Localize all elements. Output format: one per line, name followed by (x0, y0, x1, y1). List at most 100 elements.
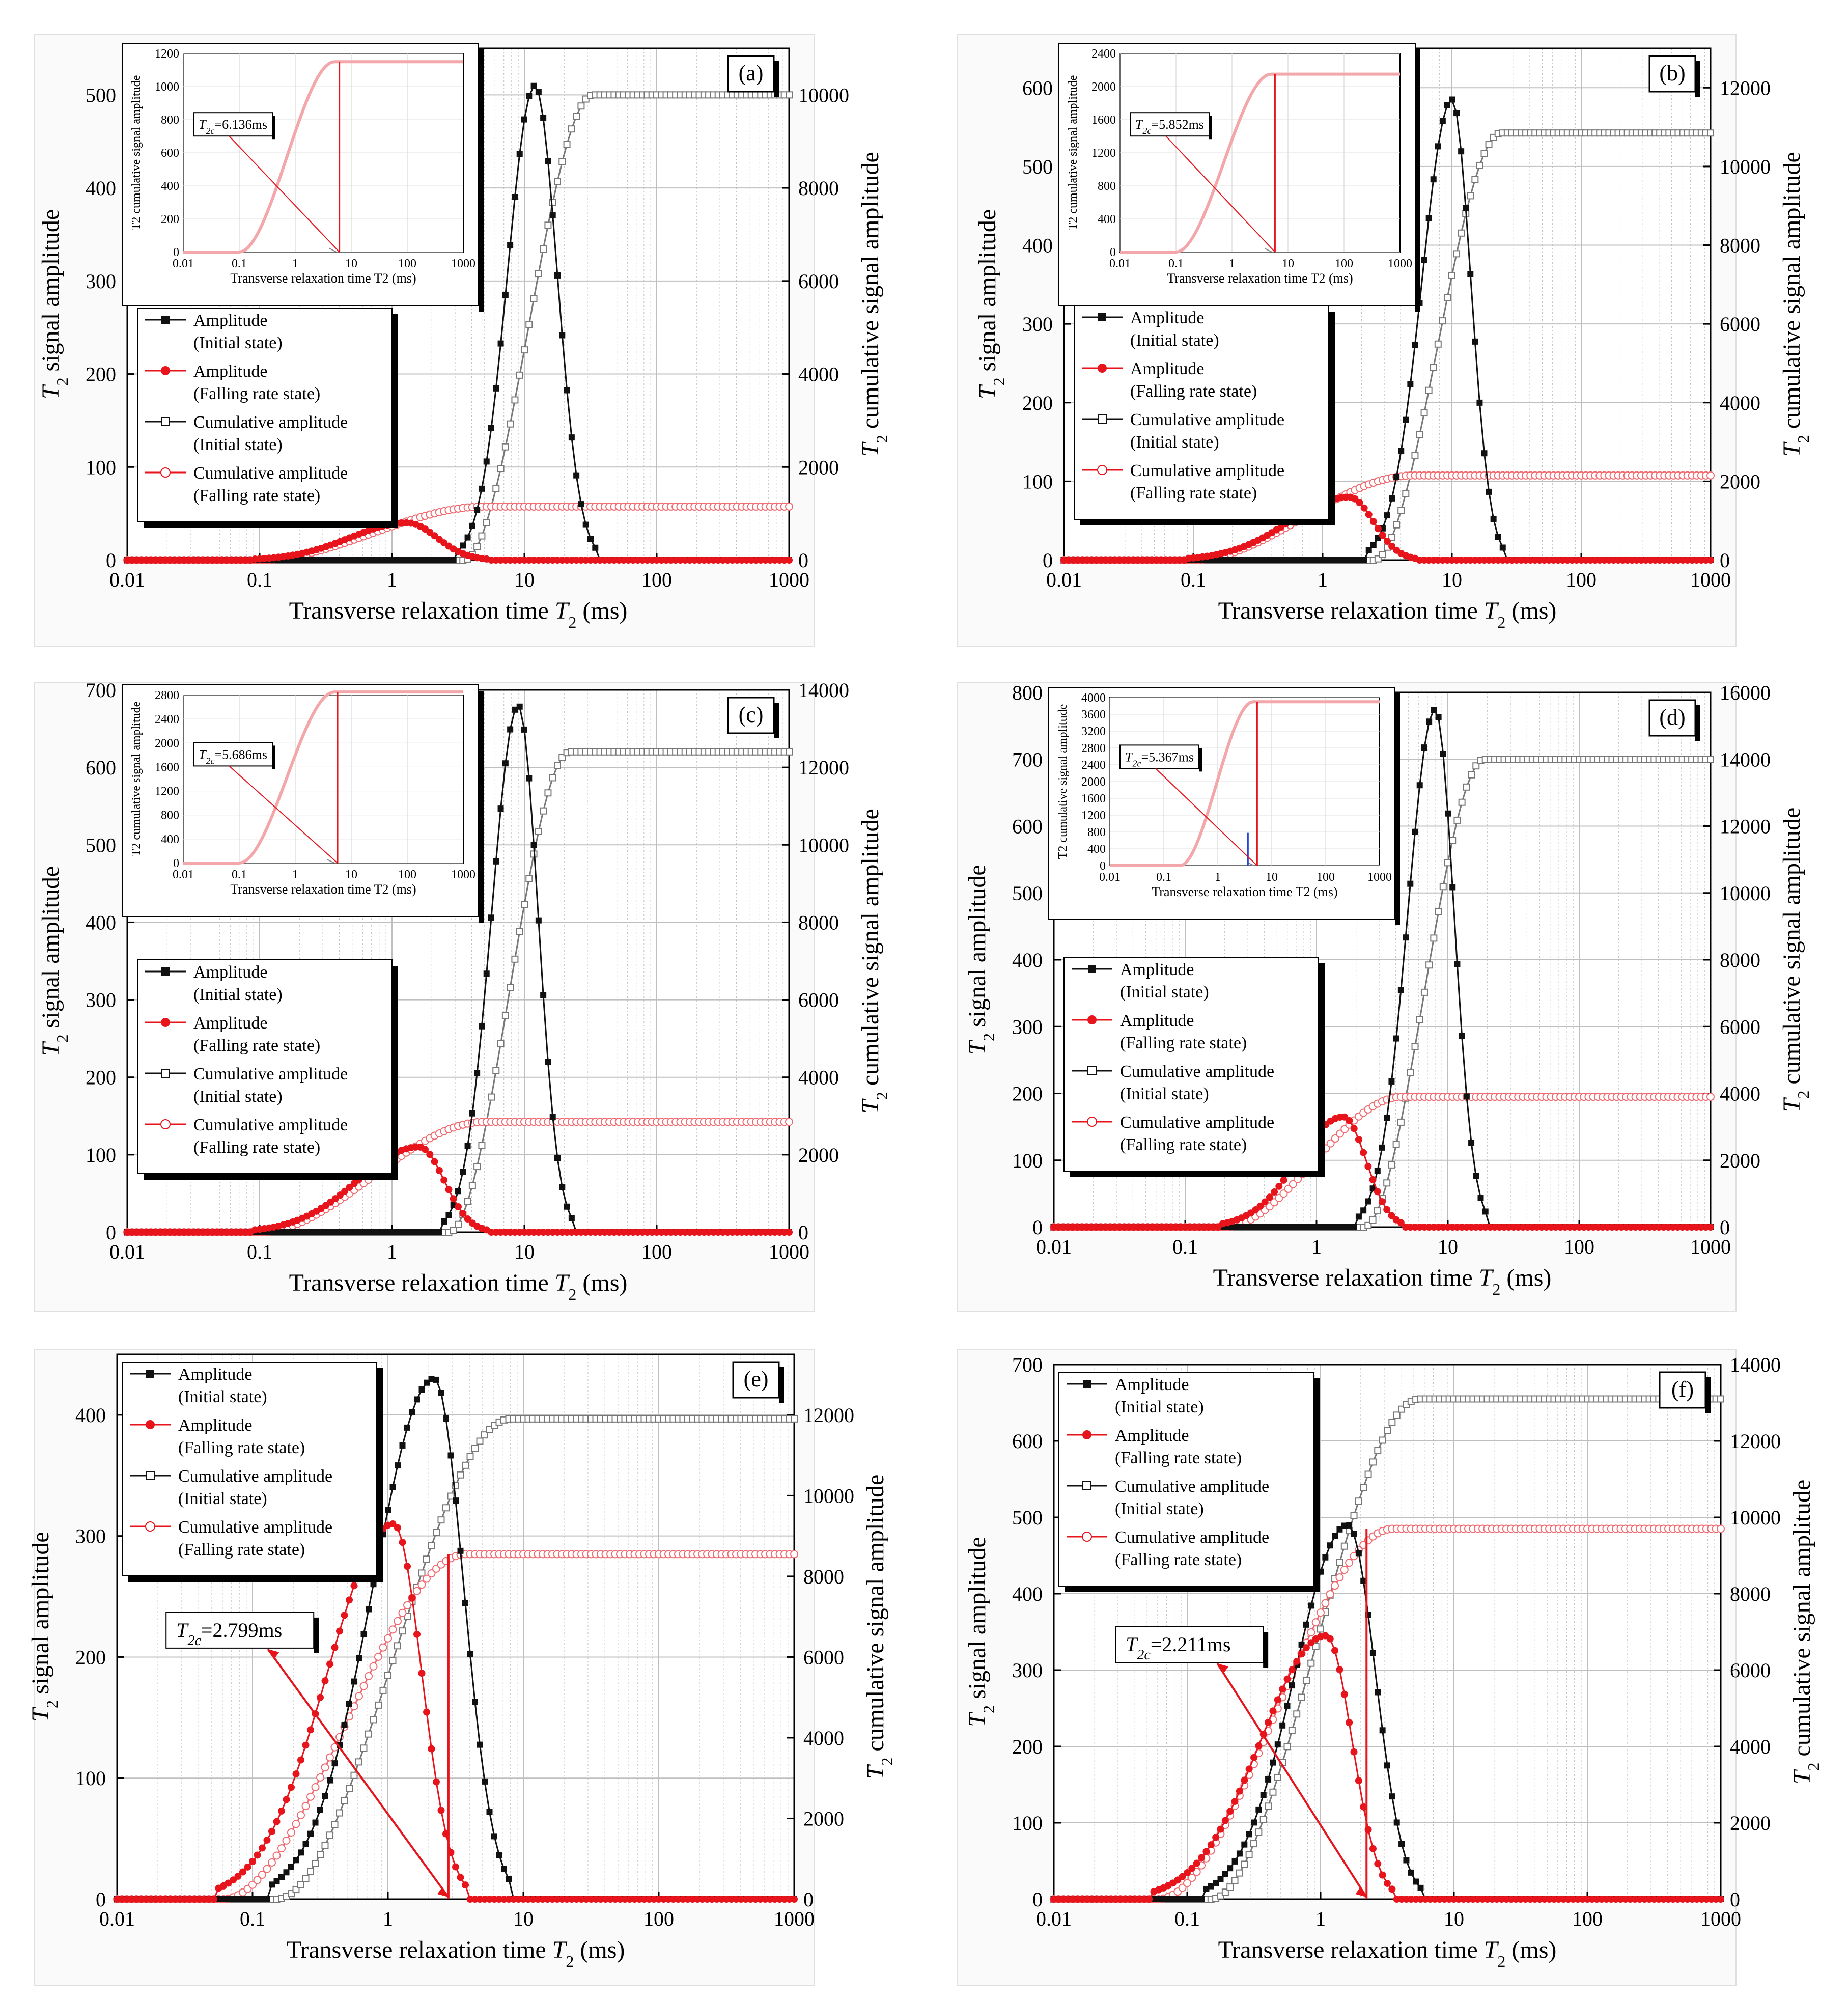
data-point (1279, 1189, 1288, 1198)
data-point (1227, 557, 1234, 563)
data-point (1320, 557, 1326, 563)
inset-y-tick-label: 1200 (155, 785, 179, 798)
legend-marker (161, 366, 170, 375)
data-point (321, 1763, 329, 1772)
data-point (1293, 1710, 1301, 1718)
y-left-tick-label: 100 (1012, 1812, 1043, 1835)
legend-sublabel: (Initial state) (193, 1087, 283, 1106)
data-point (496, 1852, 502, 1858)
chart-panel-5: 0100200300400500600700020004000600080001… (957, 1349, 1823, 1986)
inset-x-tick-label: 100 (398, 868, 416, 881)
data-point (1241, 1841, 1248, 1848)
data-point (428, 1542, 435, 1549)
data-point (369, 1662, 378, 1671)
data-point (1411, 452, 1419, 460)
data-point (473, 543, 481, 550)
data-point (1355, 1777, 1362, 1785)
data-point (786, 1229, 793, 1236)
legend-label: Amplitude (178, 1365, 252, 1384)
data-point (1397, 987, 1404, 993)
data-point (422, 1229, 428, 1235)
data-point (1439, 118, 1446, 124)
data-point (785, 1118, 793, 1126)
data-point (1443, 294, 1451, 302)
legend-sublabel: (Falling rate state) (193, 1138, 320, 1157)
data-point (1490, 516, 1497, 522)
inset-y-tick-label: 1600 (1081, 792, 1106, 805)
data-point (1321, 1599, 1330, 1607)
chart-panel-0: 010020030040050002000400060008000100000.… (34, 34, 891, 647)
data-point (1393, 521, 1401, 529)
panel-label: (e) (744, 1367, 769, 1392)
x-tick-label: 0.01 (109, 568, 145, 591)
x-tick-label: 100 (641, 1240, 672, 1263)
x-tick-label: 0.1 (247, 1240, 272, 1263)
inset-x-tick-label: 0.1 (1156, 871, 1171, 884)
data-point (1245, 1851, 1253, 1858)
data-point (375, 1229, 381, 1235)
data-point (1477, 1195, 1484, 1202)
legend-sublabel: (Falling rate state) (193, 384, 320, 403)
y-right-tick-label: 8000 (798, 177, 839, 200)
data-point (356, 1229, 362, 1235)
data-point (365, 557, 372, 563)
panel-label-shadow (774, 61, 779, 97)
data-point (1379, 1198, 1386, 1206)
data-point (457, 1874, 464, 1881)
inset-y-tick-label: 1600 (1091, 114, 1116, 127)
y-right-tick-label: 8000 (1720, 949, 1760, 971)
data-point (1412, 342, 1418, 348)
legend-sublabel: (Initial state) (178, 1387, 267, 1406)
inset-x-label: Transverse relaxation time T2 (ms) (1167, 271, 1353, 286)
data-point (1416, 431, 1423, 438)
inset-x-tick-label: 0.01 (1099, 871, 1121, 884)
legend-label: Cumulative amplitude (1115, 1528, 1269, 1547)
data-point (399, 1627, 406, 1635)
data-point (462, 1881, 469, 1889)
data-point (436, 557, 442, 563)
x-tick-label: 100 (641, 568, 672, 591)
legend-marker (146, 1420, 155, 1429)
data-point (526, 93, 533, 99)
data-point (785, 502, 793, 511)
data-point (346, 1229, 353, 1235)
inset-y-tick-label: 4000 (1081, 691, 1106, 705)
data-point (292, 1770, 300, 1778)
inset-y-tick-label: 2400 (1081, 759, 1106, 772)
legend-label: Amplitude (1130, 359, 1204, 378)
data-point (1435, 908, 1442, 915)
data-point (307, 1868, 314, 1875)
y-left-tick-label: 100 (1012, 1149, 1043, 1172)
legend-sublabel: (Initial state) (1130, 433, 1219, 452)
inset-y-tick-label: 0 (173, 857, 179, 870)
data-point (474, 507, 481, 513)
data-point (1331, 1134, 1339, 1143)
data-point (403, 557, 409, 563)
data-point (317, 1693, 324, 1701)
y-right-tick-label: 10000 (1720, 882, 1771, 905)
data-point (346, 557, 353, 563)
data-point (1274, 1741, 1281, 1748)
data-point (309, 557, 315, 563)
data-point (307, 1830, 314, 1837)
legend-sublabel: (Initial state) (193, 334, 283, 352)
data-point (313, 557, 320, 563)
data-point (282, 1836, 291, 1845)
data-point (493, 858, 499, 865)
data-point (1472, 338, 1478, 345)
inset-initial-steep (329, 247, 337, 253)
data-point (435, 1166, 443, 1174)
data-point (422, 557, 428, 563)
y-right-tick-label: 6000 (1720, 1015, 1760, 1038)
data-point (299, 557, 305, 563)
data-point (1314, 557, 1321, 563)
panel-label-box (727, 55, 775, 93)
y-right-tick-label: 12000 (803, 1404, 854, 1427)
data-point (1355, 1497, 1362, 1505)
data-point (516, 703, 523, 710)
data-point (398, 557, 405, 563)
data-point (488, 425, 494, 431)
data-point (1430, 176, 1437, 183)
data-point (309, 1229, 315, 1235)
x-axis-label: Transverse relaxation time T2 (ms) (1218, 597, 1557, 631)
